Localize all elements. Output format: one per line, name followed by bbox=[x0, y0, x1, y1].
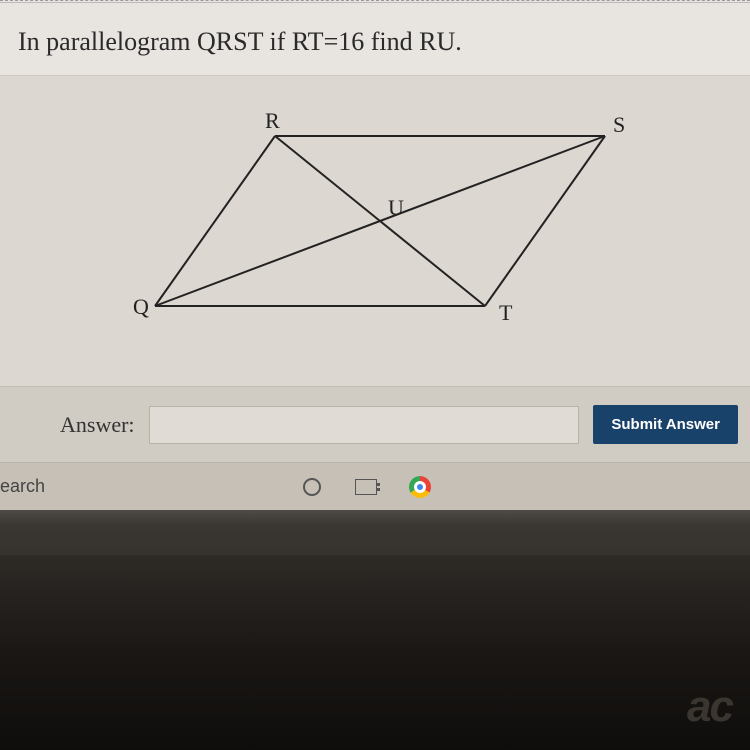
answer-input[interactable] bbox=[149, 406, 580, 444]
svg-text:R: R bbox=[265, 108, 280, 133]
taskview-icon[interactable] bbox=[355, 476, 377, 498]
submit-answer-button[interactable]: Submit Answer bbox=[593, 405, 738, 444]
search-box-text[interactable]: earch bbox=[0, 476, 45, 497]
question-area: In parallelogram QRST if RT=16 find RU. bbox=[0, 3, 750, 75]
svg-text:U: U bbox=[388, 195, 404, 220]
parallelogram-diagram: Q R S T U bbox=[95, 106, 655, 346]
diagram-area: Q R S T U bbox=[0, 75, 750, 386]
taskbar: earch bbox=[0, 462, 750, 510]
cortana-icon[interactable] bbox=[301, 476, 323, 498]
chrome-icon[interactable] bbox=[409, 476, 431, 498]
svg-text:T: T bbox=[499, 300, 513, 325]
question-text: In parallelogram QRST if RT=16 find RU. bbox=[18, 27, 732, 57]
answer-row: Answer: Submit Answer bbox=[0, 386, 750, 462]
svg-text:Q: Q bbox=[133, 294, 149, 319]
answer-label: Answer: bbox=[60, 412, 135, 438]
laptop-brand-logo: ac bbox=[687, 682, 732, 732]
svg-text:S: S bbox=[613, 112, 625, 137]
laptop-bezel: ac bbox=[0, 555, 750, 750]
